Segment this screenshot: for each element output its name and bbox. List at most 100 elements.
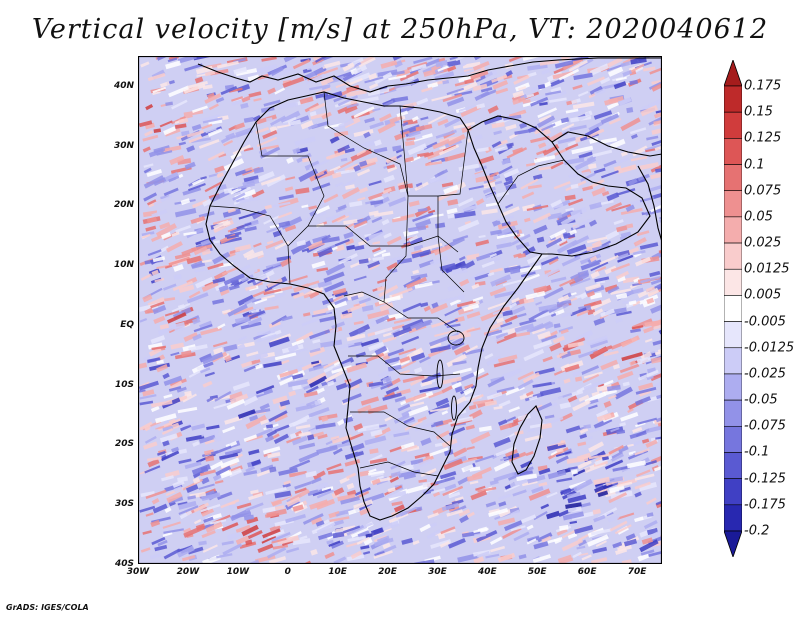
- field-streak: [428, 209, 436, 214]
- field-streak: [201, 114, 221, 123]
- field-streak: [495, 87, 509, 95]
- field-streak: [551, 439, 561, 445]
- field-streak: [463, 387, 474, 396]
- field-streak: [349, 432, 364, 441]
- field-streak: [235, 453, 243, 459]
- field-streak: [153, 194, 173, 206]
- field-streak: [246, 250, 264, 261]
- field-streak: [547, 212, 563, 220]
- field-streak: [139, 505, 156, 513]
- field-streak: [410, 352, 426, 362]
- field-streak: [141, 231, 155, 237]
- field-streak: [473, 556, 485, 564]
- field-streak: [251, 189, 265, 198]
- field-streak: [378, 284, 399, 298]
- field-streak: [213, 435, 222, 443]
- field-streak: [505, 183, 517, 191]
- field-streak: [164, 128, 181, 137]
- field-streak: [584, 391, 607, 405]
- field-streak: [392, 326, 413, 338]
- field-streak: [417, 207, 428, 213]
- field-streak: [486, 355, 502, 366]
- field-streak: [615, 270, 630, 280]
- field-streak: [157, 539, 168, 547]
- field-streak: [234, 316, 250, 324]
- field-streak: [461, 463, 474, 473]
- field-streak: [427, 512, 439, 519]
- field-streak: [593, 110, 613, 120]
- field-streak: [617, 164, 637, 174]
- field-streak: [640, 275, 661, 284]
- field-streak: [388, 74, 407, 81]
- field-streak: [491, 121, 505, 129]
- field-streak: [192, 178, 205, 186]
- field-streak: [653, 464, 662, 472]
- field-streak: [570, 277, 591, 287]
- field-streak: [143, 192, 158, 202]
- field-streak: [233, 306, 254, 316]
- field-streak: [299, 96, 314, 105]
- field-streak: [628, 178, 638, 186]
- field-streak: [367, 470, 385, 476]
- field-streak: [528, 308, 549, 322]
- field-streak: [623, 538, 638, 547]
- field-streak: [441, 410, 449, 416]
- field-streak: [140, 61, 150, 68]
- field-streak: [442, 376, 462, 385]
- field-streak: [330, 435, 340, 441]
- field-streak: [391, 501, 403, 507]
- field-streak: [486, 391, 503, 401]
- field-streak: [454, 316, 465, 323]
- field-streak: [587, 76, 606, 86]
- field-streak: [184, 461, 202, 470]
- field-streak: [247, 74, 260, 82]
- field-streak: [182, 186, 202, 196]
- field-streak: [468, 300, 480, 308]
- field-streak: [600, 359, 619, 371]
- field-streak: [496, 386, 515, 393]
- field-streak: [201, 281, 219, 292]
- field-streak: [206, 397, 214, 403]
- field-streak: [304, 160, 320, 171]
- field-streak: [260, 464, 274, 473]
- field-streak: [444, 306, 463, 317]
- field-streak: [610, 262, 631, 273]
- field-streak: [207, 151, 225, 162]
- field-streak: [395, 148, 404, 154]
- field-streak: [537, 84, 546, 90]
- field-streak: [261, 56, 277, 62]
- field-streak: [173, 486, 183, 493]
- field-streak: [223, 158, 245, 172]
- lon-label: 30E: [428, 567, 447, 577]
- field-streak: [142, 146, 151, 153]
- field-streak: [291, 339, 305, 347]
- field-streak: [384, 415, 394, 422]
- field-streak: [567, 140, 577, 147]
- field-streak: [317, 433, 328, 440]
- field-streak: [415, 123, 433, 132]
- field-streak: [327, 380, 335, 387]
- field-streak: [387, 165, 398, 173]
- field-streak: [593, 514, 606, 523]
- field-streak: [370, 199, 384, 206]
- field-streak: [422, 58, 441, 68]
- field-streak: [556, 215, 569, 226]
- field-streak: [296, 152, 312, 164]
- field-streak: [374, 345, 388, 356]
- field-streak: [605, 202, 623, 212]
- field-streak: [344, 105, 358, 114]
- field-streak: [327, 299, 348, 311]
- field-streak: [371, 216, 383, 224]
- field-streak: [435, 397, 450, 407]
- field-streak: [226, 532, 241, 541]
- field-streak: [346, 554, 365, 562]
- field-streak: [241, 360, 253, 368]
- field-streak: [389, 476, 400, 483]
- field-streak: [414, 281, 433, 289]
- lake-tanganyika: [436, 359, 444, 389]
- field-streak: [407, 129, 421, 138]
- field-streak: [541, 123, 556, 132]
- field-streak: [150, 553, 162, 560]
- field-streak: [583, 371, 603, 379]
- field-streak: [493, 130, 502, 136]
